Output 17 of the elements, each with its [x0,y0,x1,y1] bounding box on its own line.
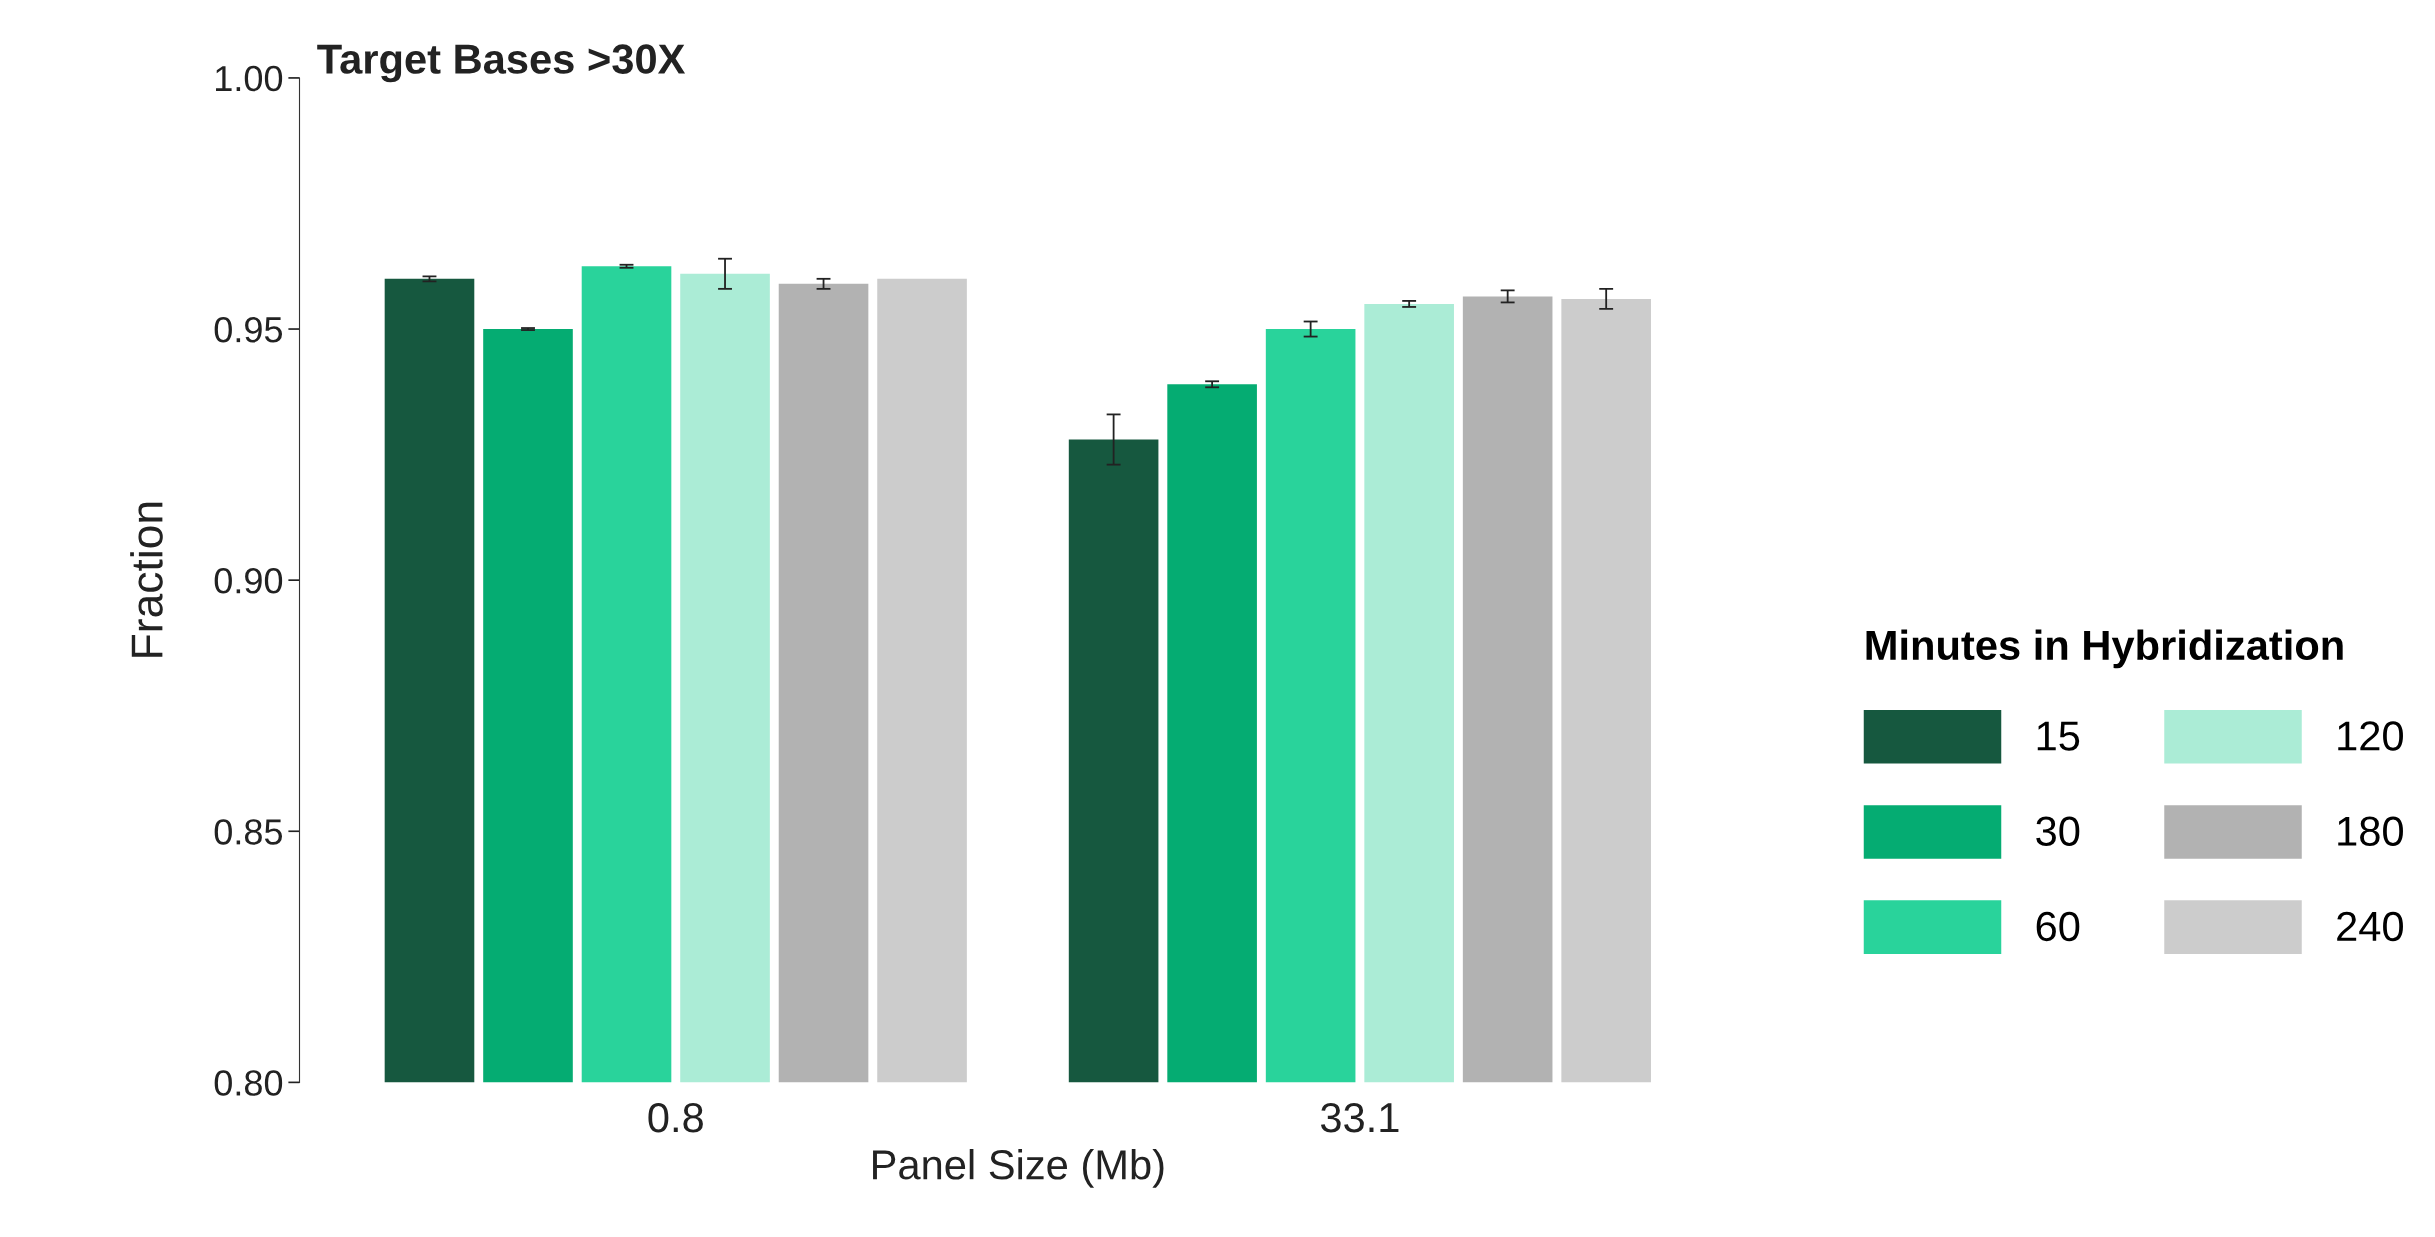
y-tick-label: 1.00 [216,65,283,92]
x-tick-label: 33.1 [1320,1102,1399,1133]
legend-label: 30 [2036,816,2080,846]
legend-label: 120 [2338,721,2403,751]
x-tick-label: 0.8 [648,1102,703,1133]
legend-label: 180 [2338,816,2403,846]
y-tick-label: 0.80 [214,1070,283,1096]
y-tick-label: 0.95 [214,316,283,343]
legend-label: 60 [2036,911,2080,942]
y-axis-title: Fraction [130,502,163,657]
legend-label: 240 [2337,911,2403,942]
y-tick-label: 0.90 [214,568,283,594]
x-axis-title: Panel Size (Mb) [873,1148,1164,1188]
legend-label: 15 [2037,721,2080,751]
chart-title: Target Bases >30X [317,44,686,83]
y-tick-label: 0.85 [214,819,283,845]
legend-title: Minutes in Hybridization [1866,629,2343,669]
